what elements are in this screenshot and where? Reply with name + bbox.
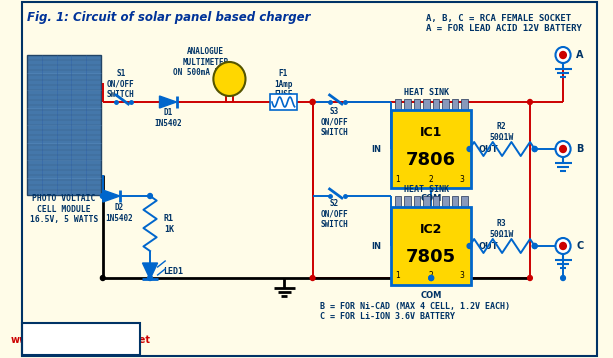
Text: IC1: IC1 <box>420 126 443 139</box>
Bar <box>414 99 421 110</box>
Text: 7805: 7805 <box>406 248 456 266</box>
Text: B = FOR Ni-CAD (MAX 4 CELL, 1.2V EACH)
C = FOR Li-ION 3.6V BATTERY: B = FOR Ni-CAD (MAX 4 CELL, 1.2V EACH) C… <box>320 302 510 321</box>
Text: OUT: OUT <box>479 145 498 154</box>
Bar <box>391 207 471 285</box>
Text: 1: 1 <box>395 174 400 184</box>
Text: C: C <box>576 241 584 251</box>
Text: COM: COM <box>421 194 442 203</box>
Text: -: - <box>236 87 240 97</box>
Text: F1
1Amp
FUSE: F1 1Amp FUSE <box>274 69 292 99</box>
Text: A, B, C = RCA FEMALE SOCKET
A = FOR LEAD ACID 12V BATTERY: A, B, C = RCA FEMALE SOCKET A = FOR LEAD… <box>426 14 582 33</box>
Text: COM: COM <box>421 290 442 300</box>
Text: +: + <box>217 87 225 97</box>
Text: A: A <box>223 70 236 88</box>
Polygon shape <box>142 263 158 279</box>
Circle shape <box>560 242 566 250</box>
Bar <box>452 196 458 207</box>
Text: Fig. 1: Circuit of solar panel based charger: Fig. 1: Circuit of solar panel based cha… <box>27 11 311 24</box>
Text: HEAT SINK: HEAT SINK <box>404 87 449 97</box>
Text: IN: IN <box>371 145 381 154</box>
Circle shape <box>555 47 571 63</box>
Bar <box>442 99 449 110</box>
Text: R2
50Ω1W: R2 50Ω1W <box>489 122 514 142</box>
Circle shape <box>560 145 566 153</box>
Circle shape <box>429 276 433 281</box>
Bar <box>395 196 402 207</box>
Circle shape <box>213 62 245 96</box>
Bar <box>27 55 101 195</box>
Text: 7806: 7806 <box>406 151 456 169</box>
Bar <box>423 196 430 207</box>
Bar <box>461 99 468 110</box>
Text: A: A <box>576 50 584 60</box>
Text: IN: IN <box>371 242 381 251</box>
Circle shape <box>532 243 537 248</box>
Circle shape <box>101 276 105 281</box>
Text: D2
1N5402: D2 1N5402 <box>105 203 133 223</box>
Text: D1
IN5402: D1 IN5402 <box>154 108 182 128</box>
Text: S1
ON/OFF
SWITCH: S1 ON/OFF SWITCH <box>107 69 135 99</box>
Bar <box>442 196 449 207</box>
Text: ANALOGUE
MULTIMETER
ON 500mA RANGE: ANALOGUE MULTIMETER ON 500mA RANGE <box>173 47 238 77</box>
Bar <box>404 196 411 207</box>
Text: 2: 2 <box>429 174 433 184</box>
Text: OUT: OUT <box>479 242 498 251</box>
Circle shape <box>429 276 433 281</box>
Text: S2
ON/OFF
SWITCH: S2 ON/OFF SWITCH <box>321 199 348 229</box>
Circle shape <box>101 194 105 198</box>
Bar <box>391 110 471 188</box>
Circle shape <box>532 243 537 248</box>
Bar <box>423 99 430 110</box>
Circle shape <box>148 194 153 198</box>
Circle shape <box>467 146 472 151</box>
Text: PHOTO VOLTAIC
CELL MODULE
16.5V, 5 WATTS: PHOTO VOLTAIC CELL MODULE 16.5V, 5 WATTS <box>30 194 98 224</box>
Circle shape <box>555 238 571 254</box>
Text: www.ExtremeCircuits.net: www.ExtremeCircuits.net <box>11 335 151 345</box>
Text: IC2: IC2 <box>420 223 443 236</box>
Text: 3: 3 <box>460 271 465 281</box>
Bar <box>433 196 440 207</box>
Circle shape <box>532 146 537 151</box>
FancyBboxPatch shape <box>270 94 297 110</box>
Circle shape <box>532 146 537 151</box>
Text: B: B <box>576 144 584 154</box>
FancyBboxPatch shape <box>23 323 140 355</box>
Bar <box>433 99 440 110</box>
Circle shape <box>528 100 532 105</box>
Bar <box>452 99 458 110</box>
Text: 3: 3 <box>460 174 465 184</box>
Polygon shape <box>103 190 120 202</box>
Text: LED1: LED1 <box>162 266 183 276</box>
Circle shape <box>528 276 532 281</box>
Circle shape <box>467 243 472 248</box>
Circle shape <box>560 52 566 58</box>
Circle shape <box>148 276 153 281</box>
Text: S3
ON/OFF
SWITCH: S3 ON/OFF SWITCH <box>321 107 348 137</box>
Bar <box>461 196 468 207</box>
Text: R3
50Ω1W: R3 50Ω1W <box>489 219 514 239</box>
Circle shape <box>310 100 315 105</box>
Polygon shape <box>159 96 177 108</box>
Bar <box>404 99 411 110</box>
Bar <box>414 196 421 207</box>
Bar <box>395 99 402 110</box>
Text: HEAT SINK: HEAT SINK <box>404 184 449 194</box>
Circle shape <box>310 276 315 281</box>
Text: 2: 2 <box>429 271 433 281</box>
Text: R1
1K: R1 1K <box>164 214 174 234</box>
Text: 1: 1 <box>395 271 400 281</box>
Circle shape <box>555 141 571 157</box>
Circle shape <box>561 276 565 281</box>
Circle shape <box>310 100 315 105</box>
